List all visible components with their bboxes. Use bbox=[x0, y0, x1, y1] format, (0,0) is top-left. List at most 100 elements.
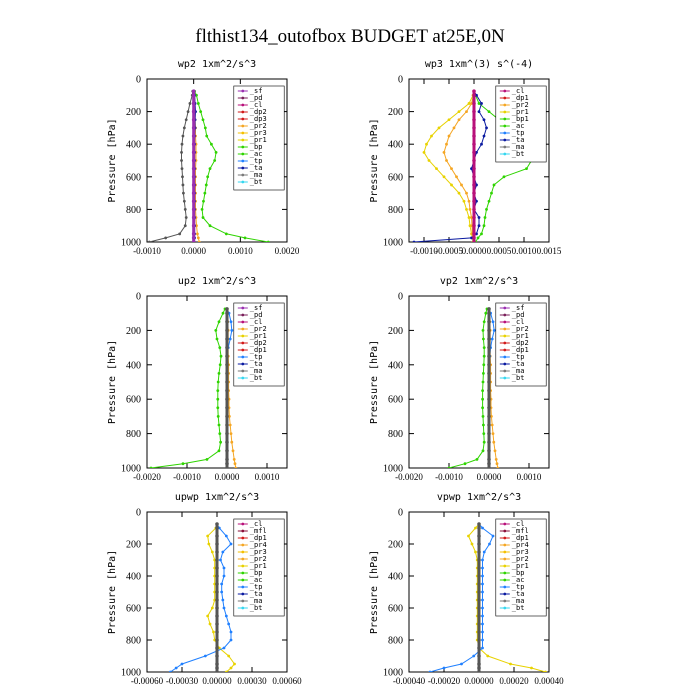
data-point-dp bbox=[215, 550, 219, 554]
data-point-dp bbox=[477, 526, 481, 530]
legend-label: _bp bbox=[250, 569, 263, 577]
legend-marker bbox=[241, 571, 245, 575]
data-point-bp1 bbox=[480, 232, 483, 236]
data-point-dp bbox=[487, 466, 491, 468]
data-point-tp bbox=[220, 582, 224, 586]
legend-marker bbox=[503, 124, 507, 128]
legend-marker bbox=[241, 536, 245, 540]
data-point-tp bbox=[230, 329, 234, 332]
data-point-dp bbox=[215, 522, 219, 526]
data-point-dp bbox=[180, 150, 183, 154]
data-point-dp bbox=[487, 380, 491, 384]
x-tick-label: 0.0005 bbox=[487, 246, 512, 256]
data-point-tp bbox=[227, 622, 231, 626]
data-point-dp bbox=[487, 311, 491, 316]
legend-label: _bt bbox=[250, 178, 263, 186]
data-point-dp bbox=[487, 440, 491, 445]
data-point-pr2 bbox=[230, 440, 234, 444]
data-point-dp bbox=[487, 345, 491, 350]
data-point-pr1 bbox=[467, 534, 470, 538]
data-point-tp bbox=[222, 606, 226, 610]
legend-marker bbox=[241, 550, 245, 554]
legend-marker bbox=[503, 522, 507, 526]
data-point-pr2 bbox=[490, 415, 493, 418]
y-tick-label: 600 bbox=[388, 604, 403, 615]
legend-marker bbox=[503, 306, 507, 310]
data-point-tp bbox=[222, 566, 226, 570]
data-point-dp bbox=[487, 307, 491, 311]
y-tick-label: 400 bbox=[388, 140, 403, 151]
data-point-dp bbox=[178, 232, 182, 236]
data-point-bp bbox=[149, 466, 153, 468]
data-point-bp1 bbox=[487, 110, 491, 113]
y-tick-label: 200 bbox=[126, 540, 141, 551]
data-point-tp bbox=[219, 558, 222, 562]
data-point-cl bbox=[472, 199, 476, 204]
legend-marker bbox=[241, 159, 245, 163]
data-point-tp bbox=[481, 638, 484, 642]
data-point-pr1 bbox=[224, 670, 228, 672]
data-point-dp bbox=[477, 606, 481, 610]
legend-label: _pd bbox=[250, 311, 263, 319]
x-tick-label: -0.0010 bbox=[435, 472, 463, 482]
data-point-dp bbox=[147, 240, 151, 242]
data-point-cl bbox=[472, 236, 476, 240]
legend-label: _pr1 bbox=[512, 108, 529, 116]
data-point-ta bbox=[477, 216, 481, 219]
legend-label: _pd bbox=[250, 94, 263, 102]
data-point-sf bbox=[191, 232, 196, 236]
data-point-pr1 bbox=[470, 542, 474, 546]
legend-label: _pr1 bbox=[512, 332, 529, 340]
data-point-dp bbox=[225, 328, 229, 333]
data-point-pr2 bbox=[467, 199, 471, 203]
data-point-dp bbox=[477, 542, 481, 546]
data-point-dp bbox=[487, 449, 491, 453]
data-point-tp bbox=[481, 622, 484, 626]
legend-label: _dp1 bbox=[250, 534, 267, 542]
data-point-bp bbox=[481, 329, 485, 332]
data-point-sf bbox=[191, 126, 196, 130]
legend-label: _ta bbox=[250, 360, 263, 368]
data-point-ta bbox=[480, 102, 483, 105]
data-point-cl bbox=[472, 183, 476, 187]
legend-marker bbox=[241, 599, 245, 603]
data-point-pr1 bbox=[435, 167, 438, 171]
legend-label: _dp1 bbox=[512, 534, 529, 542]
y-tick-label: 200 bbox=[388, 540, 403, 551]
legend-label: _bp1 bbox=[512, 115, 529, 123]
legend-marker bbox=[241, 320, 245, 324]
data-point-pr2 bbox=[468, 208, 472, 211]
y-tick-label: 600 bbox=[126, 395, 141, 406]
data-point-pr2 bbox=[492, 440, 496, 444]
data-point-pr1 bbox=[465, 208, 468, 211]
data-point-dp bbox=[215, 622, 219, 626]
panel-3: up2 1xm^2/s^3 Pressure [hPa] 0 200 400 600 800… bbox=[107, 276, 288, 482]
series-group bbox=[168, 522, 236, 672]
legend-marker bbox=[241, 89, 245, 93]
data-point-dp bbox=[487, 406, 491, 410]
data-point-pr2 bbox=[450, 167, 453, 171]
data-point-dp bbox=[215, 638, 219, 642]
x-tick-label: 0.0010 bbox=[512, 246, 537, 256]
legend-label: _ma bbox=[250, 171, 263, 179]
legend-label: _cl bbox=[250, 101, 263, 109]
data-point-cl bbox=[472, 207, 476, 212]
data-point-pr2 bbox=[232, 458, 236, 461]
legend-label: _mfl bbox=[250, 527, 267, 535]
legend-label: _bt bbox=[250, 374, 263, 382]
data-point-pr2 bbox=[465, 110, 468, 113]
data-point-dp bbox=[182, 126, 186, 130]
data-point-dp bbox=[477, 614, 481, 618]
y-tick-label: 600 bbox=[126, 172, 141, 183]
data-point-bp1 bbox=[490, 191, 493, 195]
data-point-pr1 bbox=[474, 550, 477, 554]
legend: _cl_mfl_dp1_pr4_pr3_pr2_pr1_bp_ac_tp_ta_… bbox=[233, 518, 285, 617]
data-point-pr2 bbox=[470, 102, 473, 105]
data-point-pr2 bbox=[234, 466, 238, 468]
data-point-cl bbox=[472, 142, 476, 146]
x-tick-label: -0.0010 bbox=[173, 472, 201, 482]
data-point-pr1 bbox=[212, 630, 215, 634]
data-point-dp bbox=[225, 457, 229, 462]
data-point-bp bbox=[216, 380, 220, 384]
legend-label: _cl bbox=[250, 520, 263, 528]
